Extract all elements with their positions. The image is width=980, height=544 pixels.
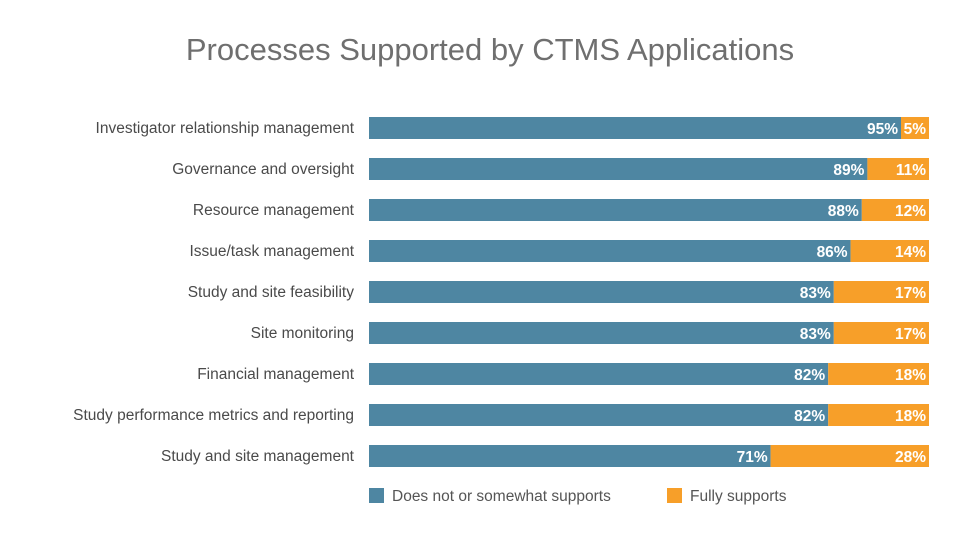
bar-segment — [369, 117, 901, 139]
bar-segment — [770, 445, 929, 467]
category-label: Governance and oversight — [172, 161, 355, 178]
category-label: Investigator relationship management — [96, 120, 355, 137]
bar-segment — [901, 117, 929, 139]
data-label: 89% — [833, 162, 864, 179]
data-label: 88% — [828, 203, 859, 220]
bar-segment — [369, 445, 771, 467]
category-label: Study and site management — [161, 448, 355, 465]
data-label: 83% — [800, 285, 831, 302]
category-label: Study and site feasibility — [188, 284, 355, 301]
bar-segment — [369, 240, 851, 262]
data-label: 12% — [895, 203, 926, 220]
data-label: 5% — [904, 121, 927, 138]
bar-segment — [861, 199, 929, 221]
bar-segment — [833, 322, 929, 344]
data-label: 28% — [895, 449, 926, 466]
legend-swatch — [369, 488, 384, 503]
data-label: 82% — [794, 408, 825, 425]
bar-segment — [369, 199, 862, 221]
category-label: Issue/task management — [189, 243, 354, 260]
bar-segment — [867, 158, 929, 180]
category-label: Study performance metrics and reporting — [73, 407, 354, 424]
data-label: 18% — [895, 367, 926, 384]
bar-segment — [369, 404, 829, 426]
legend-swatch — [667, 488, 682, 503]
bar-segment — [828, 363, 929, 385]
bar-segment — [833, 281, 929, 303]
data-label: 82% — [794, 367, 825, 384]
data-label: 11% — [896, 162, 926, 179]
category-label: Financial management — [197, 366, 355, 383]
data-label: 18% — [895, 408, 926, 425]
data-label: 83% — [800, 326, 831, 343]
legend-label: Does not or somewhat supports — [392, 488, 611, 505]
category-label: Site monitoring — [251, 325, 354, 342]
data-label: 17% — [895, 285, 926, 302]
bar-segment — [369, 363, 829, 385]
data-label: 17% — [895, 326, 926, 343]
bar-segment — [369, 158, 868, 180]
data-label: 71% — [737, 449, 768, 466]
chart-title: Processes Supported by CTMS Applications — [185, 32, 795, 67]
data-label: 14% — [895, 244, 926, 261]
bar-segment — [369, 322, 834, 344]
data-label: 95% — [867, 121, 898, 138]
legend-label: Fully supports — [690, 488, 787, 505]
bar-segment — [828, 404, 929, 426]
bar-segment — [850, 240, 929, 262]
data-label: 86% — [817, 244, 848, 261]
bar-segment — [369, 281, 834, 303]
category-label: Resource management — [193, 202, 355, 219]
